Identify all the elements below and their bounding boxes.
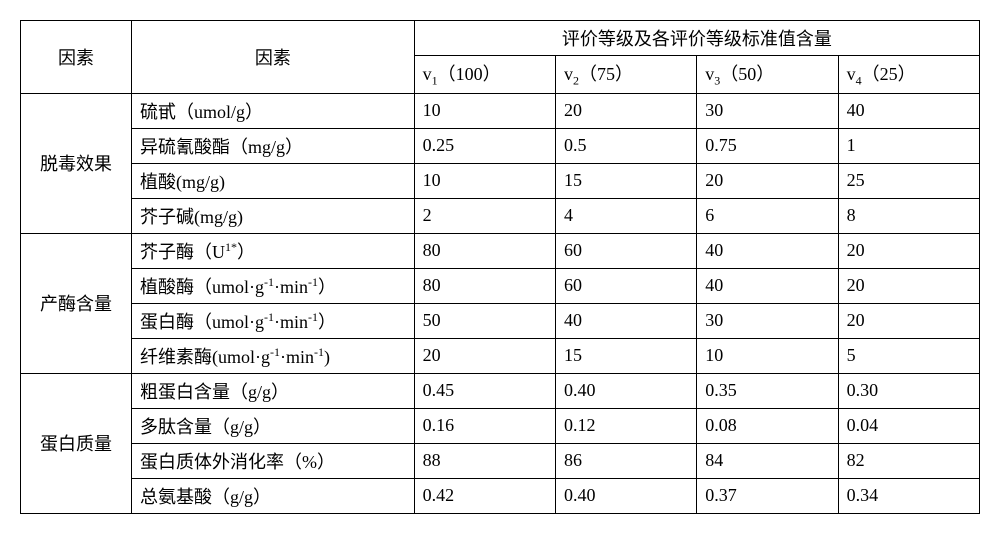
table-row: 异硫氰酸酯（mg/g） 0.25 0.5 0.75 1 bbox=[21, 128, 980, 163]
cell-v1: 0.16 bbox=[414, 408, 555, 443]
row-label: 纤维素酶(umol·g-1·min-1) bbox=[132, 338, 415, 373]
row-label: 多肽含量（g/g） bbox=[132, 408, 415, 443]
header-v4: v4（25） bbox=[838, 56, 979, 94]
evaluation-table: 因素 因素 评价等级及各评价等级标准值含量 v1（100） v2（75） v3（… bbox=[20, 20, 980, 514]
row-label: 总氨基酸（g/g） bbox=[132, 478, 415, 513]
table-row: 多肽含量（g/g） 0.16 0.12 0.08 0.04 bbox=[21, 408, 980, 443]
row-label: 蛋白酶（umol·g-1·min-1） bbox=[132, 303, 415, 338]
cell-v3: 30 bbox=[697, 93, 838, 128]
cell-v4: 20 bbox=[838, 233, 979, 268]
group-name: 蛋白质量 bbox=[21, 373, 132, 513]
cell-v4: 0.04 bbox=[838, 408, 979, 443]
cell-v1: 0.42 bbox=[414, 478, 555, 513]
cell-v3: 0.75 bbox=[697, 128, 838, 163]
table-row: 植酸酶（umol·g-1·min-1） 80 60 40 20 bbox=[21, 268, 980, 303]
row-label: 异硫氰酸酯（mg/g） bbox=[132, 128, 415, 163]
cell-v4: 20 bbox=[838, 303, 979, 338]
cell-v1: 80 bbox=[414, 268, 555, 303]
cell-v2: 15 bbox=[555, 163, 696, 198]
cell-v4: 1 bbox=[838, 128, 979, 163]
cell-v3: 6 bbox=[697, 198, 838, 233]
header-row-1: 因素 因素 评价等级及各评价等级标准值含量 bbox=[21, 21, 980, 56]
cell-v3: 20 bbox=[697, 163, 838, 198]
table-row: 产酶含量 芥子酶（U1*） 80 60 40 20 bbox=[21, 233, 980, 268]
cell-v4: 25 bbox=[838, 163, 979, 198]
cell-v1: 10 bbox=[414, 163, 555, 198]
header-v1: v1（100） bbox=[414, 56, 555, 94]
header-v3: v3（50） bbox=[697, 56, 838, 94]
cell-v2: 60 bbox=[555, 268, 696, 303]
cell-v1: 2 bbox=[414, 198, 555, 233]
cell-v1: 0.45 bbox=[414, 373, 555, 408]
cell-v3: 40 bbox=[697, 233, 838, 268]
table-row: 脱毒效果 硫甙（umol/g） 10 20 30 40 bbox=[21, 93, 980, 128]
cell-v2: 0.5 bbox=[555, 128, 696, 163]
cell-v2: 15 bbox=[555, 338, 696, 373]
cell-v3: 0.35 bbox=[697, 373, 838, 408]
row-label: 植酸(mg/g) bbox=[132, 163, 415, 198]
cell-v3: 30 bbox=[697, 303, 838, 338]
table-row: 纤维素酶(umol·g-1·min-1) 20 15 10 5 bbox=[21, 338, 980, 373]
table-row: 植酸(mg/g) 10 15 20 25 bbox=[21, 163, 980, 198]
cell-v3: 10 bbox=[697, 338, 838, 373]
row-label: 芥子碱(mg/g) bbox=[132, 198, 415, 233]
cell-v2: 20 bbox=[555, 93, 696, 128]
cell-v2: 0.12 bbox=[555, 408, 696, 443]
table-row: 蛋白酶（umol·g-1·min-1） 50 40 30 20 bbox=[21, 303, 980, 338]
cell-v4: 0.34 bbox=[838, 478, 979, 513]
cell-v2: 0.40 bbox=[555, 478, 696, 513]
header-grade: 评价等级及各评价等级标准值含量 bbox=[414, 21, 979, 56]
cell-v2: 60 bbox=[555, 233, 696, 268]
cell-v2: 86 bbox=[555, 443, 696, 478]
row-label: 芥子酶（U1*） bbox=[132, 233, 415, 268]
cell-v3: 84 bbox=[697, 443, 838, 478]
row-label: 蛋白质体外消化率（%） bbox=[132, 443, 415, 478]
cell-v4: 40 bbox=[838, 93, 979, 128]
row-label: 硫甙（umol/g） bbox=[132, 93, 415, 128]
table-row: 芥子碱(mg/g) 2 4 6 8 bbox=[21, 198, 980, 233]
group-name: 脱毒效果 bbox=[21, 93, 132, 233]
cell-v3: 40 bbox=[697, 268, 838, 303]
cell-v1: 0.25 bbox=[414, 128, 555, 163]
table-body: 脱毒效果 硫甙（umol/g） 10 20 30 40 异硫氰酸酯（mg/g） … bbox=[21, 93, 980, 513]
header-factor2: 因素 bbox=[132, 21, 415, 94]
group-name: 产酶含量 bbox=[21, 233, 132, 373]
cell-v1: 50 bbox=[414, 303, 555, 338]
table-row: 蛋白质体外消化率（%） 88 86 84 82 bbox=[21, 443, 980, 478]
cell-v4: 82 bbox=[838, 443, 979, 478]
cell-v4: 20 bbox=[838, 268, 979, 303]
cell-v3: 0.37 bbox=[697, 478, 838, 513]
row-label: 粗蛋白含量（g/g） bbox=[132, 373, 415, 408]
cell-v2: 4 bbox=[555, 198, 696, 233]
cell-v1: 88 bbox=[414, 443, 555, 478]
cell-v1: 20 bbox=[414, 338, 555, 373]
header-v2: v2（75） bbox=[555, 56, 696, 94]
cell-v3: 0.08 bbox=[697, 408, 838, 443]
row-label: 植酸酶（umol·g-1·min-1） bbox=[132, 268, 415, 303]
cell-v4: 5 bbox=[838, 338, 979, 373]
header-factor1: 因素 bbox=[21, 21, 132, 94]
cell-v2: 0.40 bbox=[555, 373, 696, 408]
cell-v1: 10 bbox=[414, 93, 555, 128]
table-row: 总氨基酸（g/g） 0.42 0.40 0.37 0.34 bbox=[21, 478, 980, 513]
cell-v2: 40 bbox=[555, 303, 696, 338]
cell-v1: 80 bbox=[414, 233, 555, 268]
table-row: 蛋白质量 粗蛋白含量（g/g） 0.45 0.40 0.35 0.30 bbox=[21, 373, 980, 408]
cell-v4: 8 bbox=[838, 198, 979, 233]
cell-v4: 0.30 bbox=[838, 373, 979, 408]
